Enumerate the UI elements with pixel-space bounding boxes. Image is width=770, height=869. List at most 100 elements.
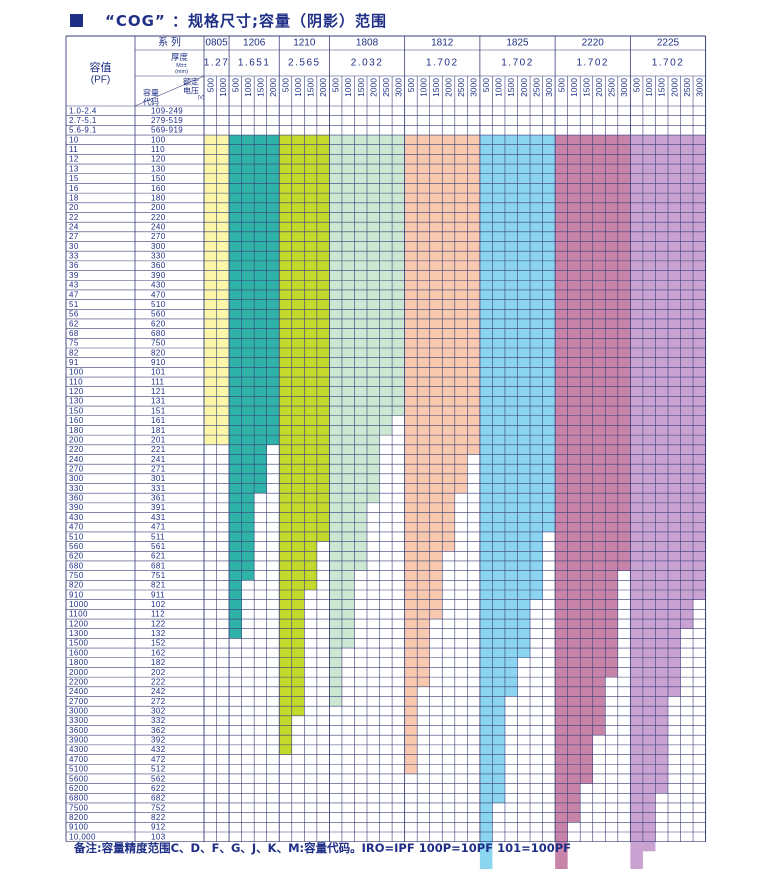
row-cap-code: 242 [151,687,166,696]
series-thickness: 1.702 [426,58,459,69]
row-capacitance-value: 27 [69,232,79,241]
row-cap-code: 122 [151,619,166,628]
row-capacitance-value: 130 [69,397,84,406]
row-capacitance-value: 240 [69,455,84,464]
voltage-label: 3000 [544,78,554,97]
row-cap-code: 300 [151,242,166,251]
thickness-unit-label: (mm) [175,69,188,75]
range-bar [354,135,368,571]
row-cap-code: 430 [151,281,166,290]
row-cap-code: 181 [151,426,166,435]
voltage-label: 2000 [519,78,529,97]
row-capacitance-value: 62 [69,319,79,328]
row-capacitance-value: 4700 [69,755,89,764]
row-capacitance-value: 8200 [69,813,89,822]
row-capacitance-value: 3600 [69,726,89,735]
voltage-label: 1000 [494,78,504,97]
voltage-label: 2500 [456,78,466,97]
row-cap-code: 131 [151,397,166,406]
row-cap-code: 121 [151,387,166,396]
row-cap-code: 361 [151,494,166,503]
row-capacitance-value: 2.7-5.1 [69,116,97,125]
row-capacitance-value: 470 [69,523,84,532]
rated-voltage-label: 额定 [183,77,199,87]
series-name: 1210 [293,38,316,49]
row-cap-code: 620 [151,319,166,328]
row-capacitance-value: 510 [69,532,84,541]
voltage-label: 2000 [268,78,278,97]
cap-code-label: 容量 [143,88,159,98]
voltage-label: 500 [281,78,291,92]
range-bar [680,135,694,629]
row-capacitance-value: 330 [69,484,84,493]
voltage-label: 2000 [444,78,454,97]
row-cap-code: 820 [151,348,166,357]
row-cap-code: 130 [151,164,166,173]
series-name: 1812 [431,38,454,49]
row-cap-code: 622 [151,784,166,793]
row-capacitance-value: 2400 [69,687,89,696]
row-cap-code: 681 [151,561,166,570]
row-cap-code: 200 [151,203,166,212]
row-cap-code: 511 [151,532,165,541]
range-bar [392,135,405,416]
row-capacitance-value: 7500 [69,803,89,812]
row-capacitance-value: 12 [69,155,79,164]
row-capacitance-value: 360 [69,494,84,503]
row-capacitance-value: 150 [69,406,84,415]
row-capacitance-value: 6200 [69,784,89,793]
row-capacitance-value: 200 [69,435,84,444]
row-cap-code: 562 [151,774,166,783]
series-name: 0805 [205,38,228,49]
range-bar [542,135,556,532]
row-capacitance-value: 680 [69,561,84,570]
row-capacitance-value: 20 [69,203,79,212]
row-capacitance-value: 3900 [69,736,89,745]
page-title: “COG” ：规格尺寸;容量（阴影）范围 [70,8,387,34]
range-bar [454,135,468,494]
voltage-label: 1500 [581,78,591,97]
row-cap-code: 201 [151,435,166,444]
row-capacitance-value: 120 [69,387,84,396]
row-cap-code: 220 [151,213,166,222]
series-thickness: 2.565 [288,58,321,69]
row-capacitance-value: 560 [69,542,84,551]
row-capacitance-value: 5.6-9.1 [69,126,97,135]
row-capacitance-value: 220 [69,445,84,454]
voltage-label: 1500 [255,78,265,97]
voltage-label: 2000 [594,78,604,97]
row-cap-code: 910 [151,358,166,367]
thickness-sub-label: M±± [176,63,187,69]
row-capacitance-value: 36 [69,261,79,270]
range-bar [492,135,505,803]
row-cap-code: 109-249 [151,106,183,115]
voltage-label: 2000 [669,78,679,97]
row-cap-code: 101 [151,368,166,377]
row-capacitance-value: 910 [69,590,84,599]
row-cap-code: 112 [151,610,165,619]
capacitance-unit-label: (PF) [91,75,110,86]
row-capacitance-value: 300 [69,474,84,483]
title-text: “COG” ：规格尺寸;容量（阴影）范围 [105,12,388,30]
row-cap-code: 161 [151,416,166,425]
footnote: 备注:容量精度范围C、D、F、G、J、K、M:容量代码。IRO=IPF 100P… [74,841,572,855]
range-bar [555,135,568,869]
row-capacitance-value: 3300 [69,716,89,725]
row-capacitance-value: 51 [69,300,79,309]
row-cap-code: 151 [151,406,166,415]
row-cap-code: 682 [151,794,166,803]
row-cap-code: 202 [151,668,166,677]
row-cap-code: 160 [151,184,166,193]
row-capacitance-value: 430 [69,513,84,522]
row-capacitance-value: 13 [69,164,79,173]
range-bar [304,135,317,591]
row-cap-code: 680 [151,329,166,338]
row-cap-code: 391 [151,503,166,512]
row-cap-code: 821 [151,581,166,590]
row-cap-code: 222 [151,677,166,686]
row-cap-code: 221 [151,445,166,454]
row-cap-code: 152 [151,639,166,648]
rated-voltage-label-2: 电压 [183,86,199,96]
row-cap-code: 470 [151,290,166,299]
cap-code-label-2: 代码 [143,97,159,107]
